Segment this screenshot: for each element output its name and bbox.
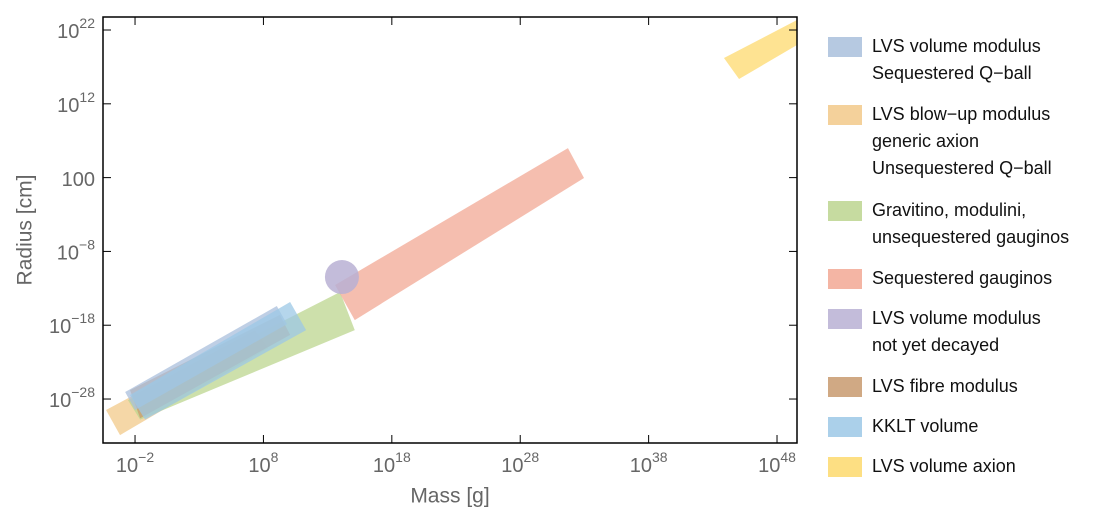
legend-label: LVS blow−up modulus bbox=[872, 104, 1050, 124]
legend-swatch bbox=[828, 201, 862, 221]
x-tick-label: 10−2 bbox=[116, 449, 154, 478]
legend-swatch bbox=[828, 309, 862, 329]
legend-label: not yet decayed bbox=[872, 335, 999, 355]
y-tick-label: 100 bbox=[62, 169, 95, 191]
x-tick-label-exponent: 18 bbox=[395, 449, 411, 465]
legend-swatch bbox=[828, 417, 862, 437]
y-tick-label: 10−18 bbox=[49, 310, 95, 339]
x-tick-label-base: 10 bbox=[758, 455, 780, 477]
y-tick-label-base: 10 bbox=[49, 390, 71, 412]
x-tick-label: 1038 bbox=[630, 449, 668, 478]
legend-label: Sequestered Q−ball bbox=[872, 63, 1032, 83]
y-tick-label-base: 10 bbox=[57, 21, 79, 43]
y-tick-label-exponent: −28 bbox=[71, 384, 95, 400]
x-tick-label-base: 10 bbox=[248, 455, 270, 477]
y-tick-label: 10−28 bbox=[49, 384, 95, 413]
x-tick-label: 108 bbox=[248, 449, 278, 478]
x-tick-label: 1048 bbox=[758, 449, 796, 478]
plot-frame bbox=[102, 16, 798, 444]
x-tick-label: 1018 bbox=[373, 449, 411, 478]
x-tick-label-exponent: −2 bbox=[138, 449, 154, 465]
y-axis-title: Radius [cm] bbox=[14, 175, 37, 286]
plot-area bbox=[106, 19, 797, 436]
region-circle bbox=[324, 260, 359, 295]
y-tick-label-exponent: 12 bbox=[79, 89, 95, 105]
y-tick-label-base: 10 bbox=[57, 95, 79, 117]
region-band bbox=[130, 302, 307, 420]
x-tick-label-base: 10 bbox=[630, 455, 652, 477]
y-tick-label: 1022 bbox=[57, 15, 95, 44]
x-tick-label-exponent: 8 bbox=[271, 449, 279, 465]
y-tick-label-base: 10 bbox=[49, 317, 71, 339]
y-tick-label-exponent: −18 bbox=[71, 310, 95, 326]
region-band bbox=[335, 148, 585, 321]
y-tick-label-exponent: −8 bbox=[79, 236, 95, 252]
legend-label: Unsequestered Q−ball bbox=[872, 158, 1052, 178]
region-band bbox=[723, 19, 797, 80]
legend-label: LVS volume modulus bbox=[872, 308, 1041, 328]
y-tick-label: 10−8 bbox=[57, 236, 95, 265]
legend-swatch bbox=[828, 105, 862, 125]
legend-label: Sequestered gauginos bbox=[872, 268, 1052, 288]
y-tick-label-base: 10 bbox=[57, 243, 79, 265]
x-tick-label-exponent: 38 bbox=[652, 449, 668, 465]
x-tick-label: 1028 bbox=[501, 449, 539, 478]
legend-label: LVS volume axion bbox=[872, 456, 1016, 476]
legend-swatch bbox=[828, 269, 862, 289]
legend-label: generic axion bbox=[872, 131, 979, 151]
legend-label: KKLT volume bbox=[872, 416, 978, 436]
legend-swatch bbox=[828, 37, 862, 57]
x-tick-label-exponent: 48 bbox=[780, 449, 796, 465]
legend-label: unsequestered gauginos bbox=[872, 227, 1069, 247]
y-tick-label-exponent: 22 bbox=[79, 15, 95, 31]
y-tick-label: 1012 bbox=[57, 89, 95, 118]
x-tick-label-base: 10 bbox=[116, 455, 138, 477]
legend-swatch bbox=[828, 377, 862, 397]
x-tick-label-base: 10 bbox=[501, 455, 523, 477]
x-tick-label-base: 10 bbox=[373, 455, 395, 477]
legend-swatch bbox=[828, 457, 862, 477]
x-tick-label-exponent: 28 bbox=[524, 449, 540, 465]
legend-label: LVS volume modulus bbox=[872, 36, 1041, 56]
x-axis-title: Mass [g] bbox=[410, 485, 489, 508]
legend-label: Gravitino, modulini, bbox=[872, 200, 1026, 220]
legend-label: LVS fibre modulus bbox=[872, 376, 1018, 396]
